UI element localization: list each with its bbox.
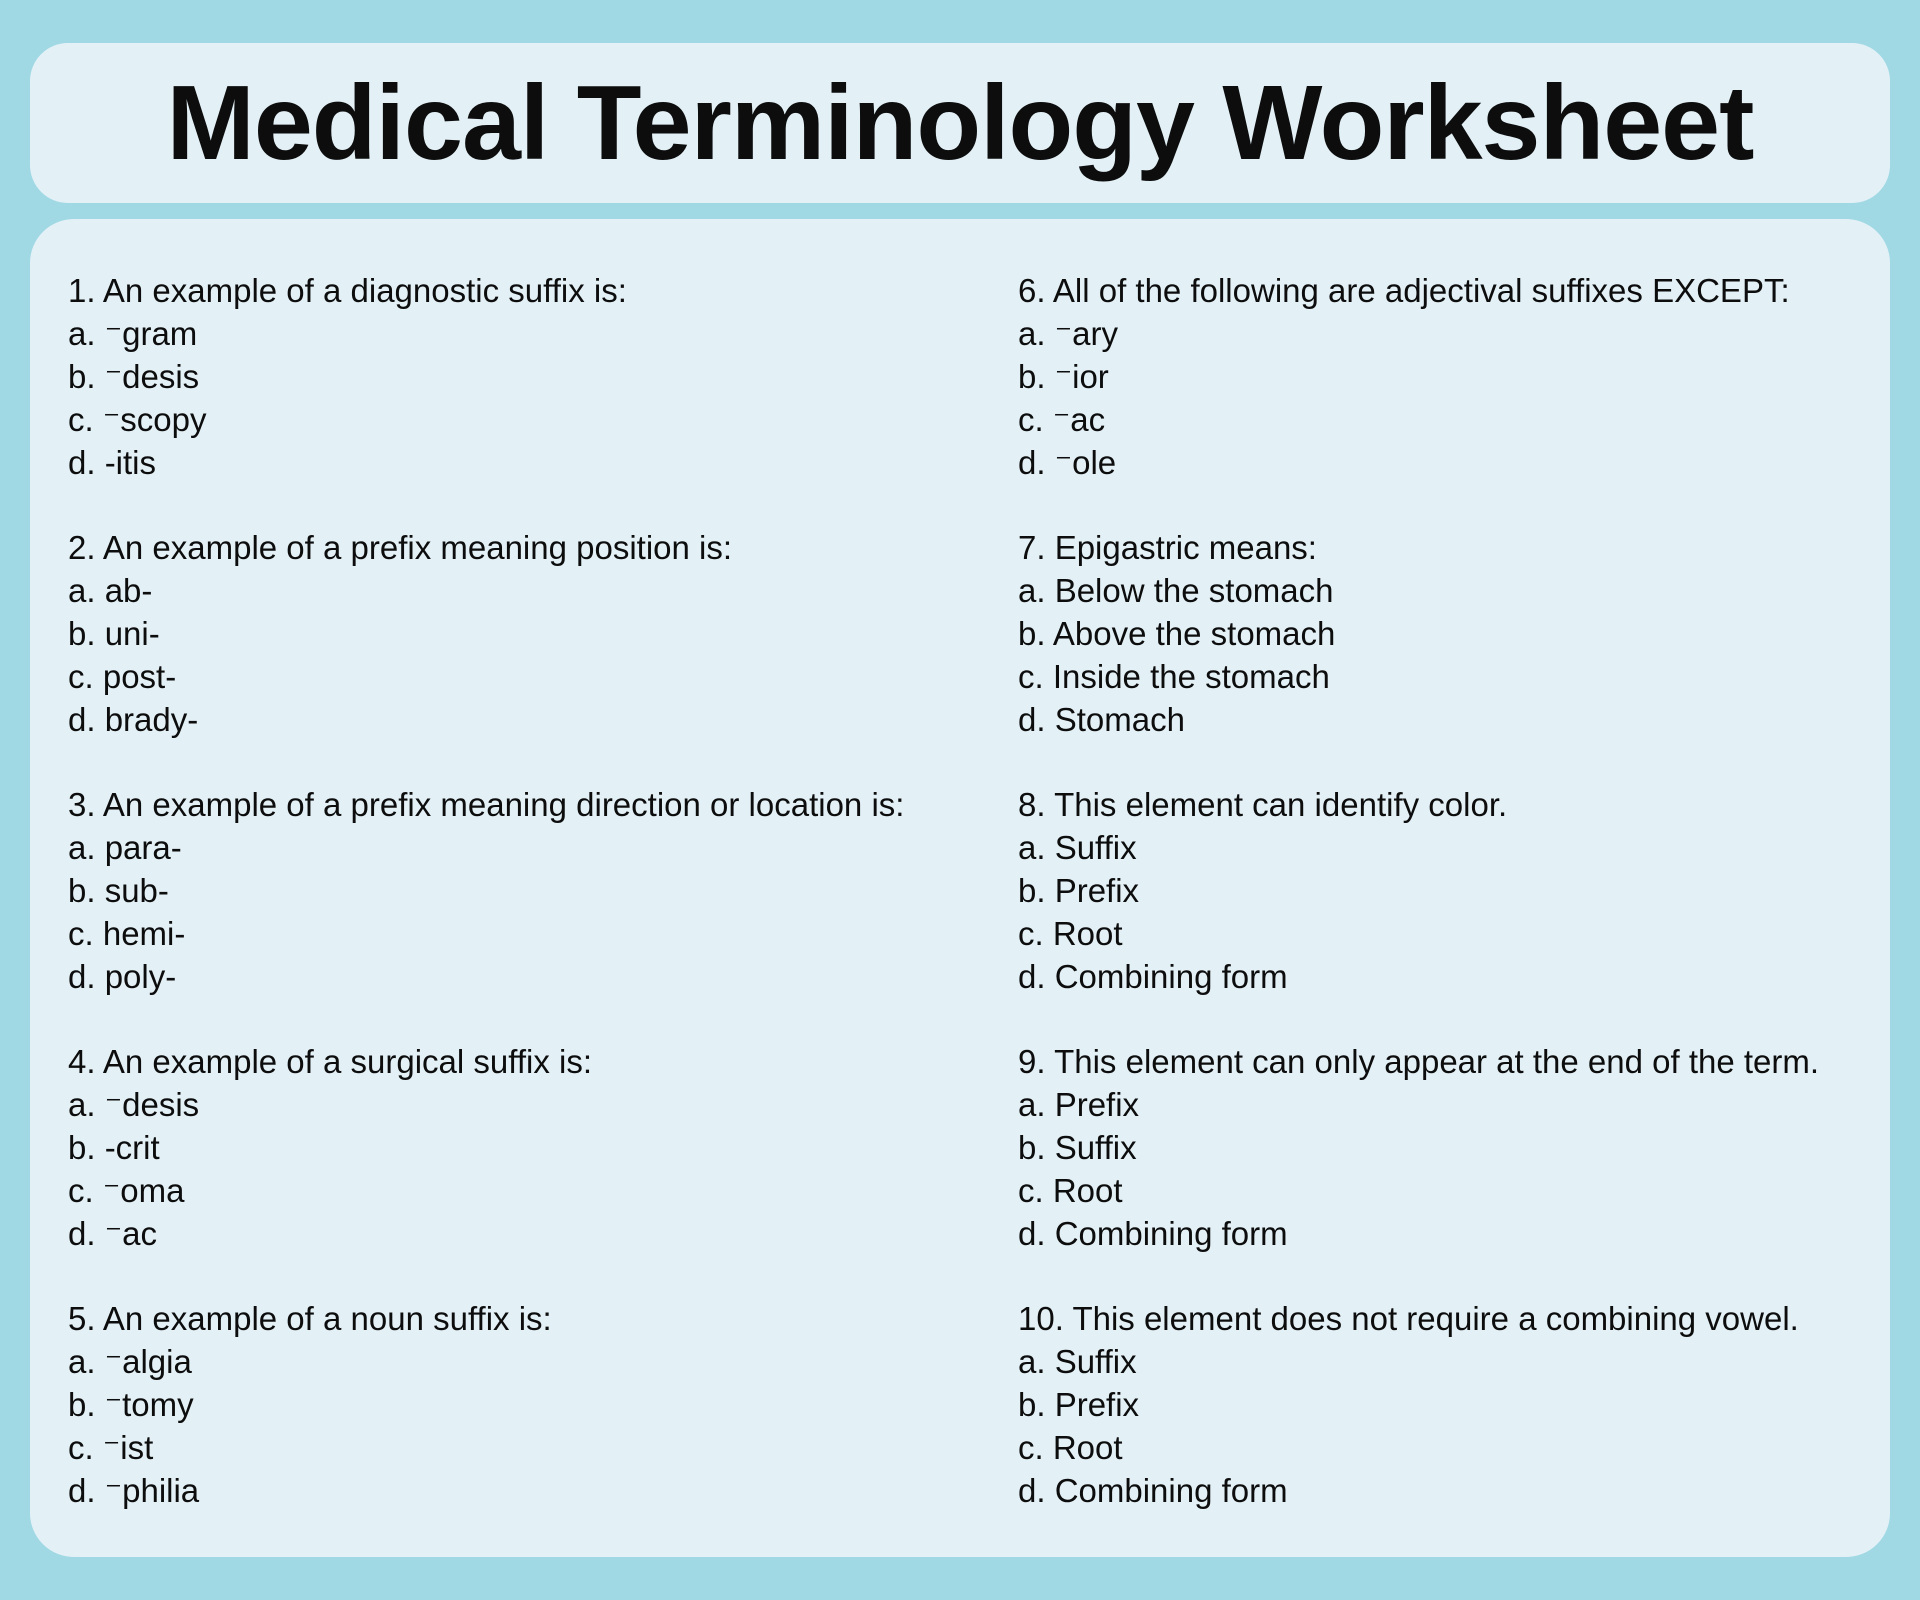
question-1-option-a: a. ⁻gram	[68, 315, 198, 352]
question-2-option-c: c. post-	[68, 658, 177, 695]
question-4-option-b: b. -crit	[68, 1129, 160, 1166]
question-7-prompt: 7. Epigastric means:	[1018, 529, 1317, 566]
question-6-option-d: d. ⁻ole	[1018, 444, 1117, 481]
question-9-option-d: d. Combining form	[1018, 1215, 1288, 1252]
question-5-option-b: b. ⁻tomy	[68, 1386, 194, 1423]
page-title: Medical Terminology Worksheet	[166, 63, 1755, 182]
question-3-option-c: c. hemi-	[68, 915, 186, 952]
question-5-option-c: c. ⁻ist	[68, 1429, 154, 1466]
question-4-option-d: d. ⁻ac	[68, 1215, 157, 1252]
question-3-prompt: 3. An example of a prefix meaning direct…	[68, 786, 905, 823]
question-3-option-d: d. poly-	[68, 958, 177, 995]
question-7-option-b: b. Above the stomach	[1018, 615, 1336, 652]
question-1: 1. An example of a diagnostic suffix is:…	[68, 269, 998, 484]
question-7-option-c: c. Inside the stomach	[1018, 658, 1330, 695]
question-7: 7. Epigastric means: a. Below the stomac…	[1018, 526, 1878, 741]
question-8-option-b: b. Prefix	[1018, 872, 1140, 909]
question-5-option-a: a. ⁻algia	[68, 1343, 192, 1380]
question-1-option-d: d. -itis	[68, 444, 157, 481]
question-4-option-a: a. ⁻desis	[68, 1086, 200, 1123]
question-3-option-a: a. para-	[68, 829, 182, 866]
question-9-prompt: 9. This element can only appear at the e…	[1018, 1043, 1820, 1080]
question-5-prompt: 5. An example of a noun suffix is:	[68, 1300, 552, 1337]
question-6-prompt: 6. All of the following are adjectival s…	[1018, 272, 1790, 309]
question-2-option-a: a. ab-	[68, 572, 153, 609]
question-8-prompt: 8. This element can identify color.	[1018, 786, 1508, 823]
question-10-option-b: b. Prefix	[1018, 1386, 1140, 1423]
question-1-option-c: c. ⁻scopy	[68, 401, 207, 438]
question-10-option-c: c. Root	[1018, 1429, 1123, 1466]
question-6: 6. All of the following are adjectival s…	[1018, 269, 1878, 484]
question-6-option-b: b. ⁻ior	[1018, 358, 1109, 395]
question-3: 3. An example of a prefix meaning direct…	[68, 783, 998, 998]
question-2: 2. An example of a prefix meaning positi…	[68, 526, 998, 741]
question-9-option-b: b. Suffix	[1018, 1129, 1137, 1166]
question-6-option-a: a. ⁻ary	[1018, 315, 1118, 352]
question-2-prompt: 2. An example of a prefix meaning positi…	[68, 529, 733, 566]
question-5: 5. An example of a noun suffix is: a. ⁻a…	[68, 1297, 998, 1512]
question-7-option-d: d. Stomach	[1018, 701, 1185, 738]
question-9-option-a: a. Prefix	[1018, 1086, 1140, 1123]
question-10-option-d: d. Combining form	[1018, 1472, 1288, 1509]
question-4: 4. An example of a surgical suffix is: a…	[68, 1040, 998, 1255]
question-1-option-b: b. ⁻desis	[68, 358, 200, 395]
question-10-option-a: a. Suffix	[1018, 1343, 1137, 1380]
question-7-option-a: a. Below the stomach	[1018, 572, 1334, 609]
question-3-option-b: b. sub-	[68, 872, 169, 909]
question-2-option-b: b. uni-	[68, 615, 160, 652]
question-8-option-c: c. Root	[1018, 915, 1123, 952]
question-9: 9. This element can only appear at the e…	[1018, 1040, 1878, 1255]
question-6-option-c: c. ⁻ac	[1018, 401, 1106, 438]
questions-column-left: 1. An example of a diagnostic suffix is:…	[68, 269, 998, 1554]
question-2-option-d: d. brady-	[68, 701, 199, 738]
question-4-option-c: c. ⁻oma	[68, 1172, 185, 1209]
question-4-prompt: 4. An example of a surgical suffix is:	[68, 1043, 592, 1080]
question-8: 8. This element can identify color. a. S…	[1018, 783, 1878, 998]
question-10: 10. This element does not require a comb…	[1018, 1297, 1878, 1512]
title-card: Medical Terminology Worksheet	[30, 43, 1890, 203]
worksheet-card	[30, 219, 1890, 1557]
question-10-prompt: 10. This element does not require a comb…	[1018, 1300, 1799, 1337]
questions-column-right: 6. All of the following are adjectival s…	[1018, 269, 1878, 1554]
question-9-option-c: c. Root	[1018, 1172, 1123, 1209]
question-5-option-d: d. ⁻philia	[68, 1472, 200, 1509]
question-1-prompt: 1. An example of a diagnostic suffix is:	[68, 272, 627, 309]
question-8-option-a: a. Suffix	[1018, 829, 1137, 866]
question-8-option-d: d. Combining form	[1018, 958, 1288, 995]
